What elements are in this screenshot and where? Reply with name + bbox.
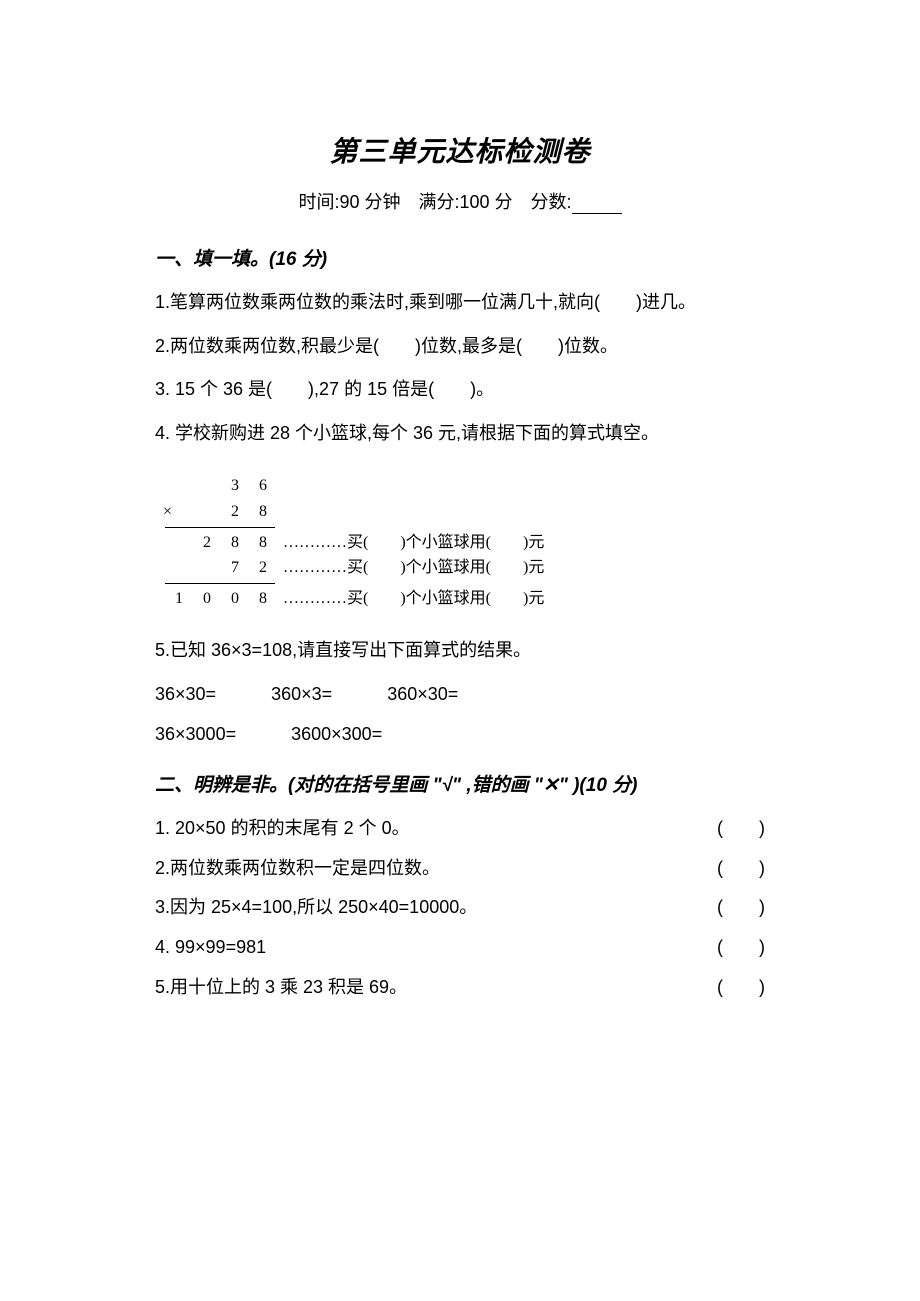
calc-multiplicand: 3 6	[165, 473, 275, 499]
section-1-header: 一、填一填。(16 分)	[155, 244, 765, 271]
calc-row-1: 3 6	[165, 473, 765, 499]
equation-row-2: 36×3000= 3600×300=	[155, 715, 765, 755]
tf-paren-1: ( )	[665, 809, 765, 849]
eq-4: 36×3000=	[155, 715, 236, 755]
question-4: 4. 学校新购进 28 个小篮球,每个 36 元,请根据下面的算式填空。	[155, 414, 765, 454]
tf-text-4: 4. 99×99=981	[155, 928, 665, 968]
calc-row-4: 7 2 …………买( )个小篮球用( )元	[165, 555, 765, 581]
question-1: 1.笔算两位数乘两位数的乘法时,乘到哪一位满几十,就向( )进几。	[155, 283, 765, 323]
eq-5: 3600×300=	[291, 715, 382, 755]
tf-paren-5: ( )	[665, 968, 765, 1008]
section-2-header: 二、明辨是非。(对的在括号里画 "√" ,错的画 "✕" )(10 分)	[155, 770, 765, 797]
tf-item-2: 2.两位数乘两位数积一定是四位数。 ( )	[155, 849, 765, 889]
tf-text-2: 2.两位数乘两位数积一定是四位数。	[155, 849, 665, 889]
subtitle-text: 时间:90 分钟 满分:100 分 分数:	[298, 192, 571, 212]
eq-3: 360×30=	[387, 675, 458, 715]
calc-line-1	[165, 527, 275, 528]
question-3: 3. 15 个 36 是( ),27 的 15 倍是( )。	[155, 370, 765, 410]
calc-desc-1: …………买( )个小篮球用( )元	[283, 530, 544, 556]
equation-row-1: 36×30= 360×3= 360×30=	[155, 675, 765, 715]
calc-partial-1: 2 8 8	[165, 530, 275, 556]
tf-text-5: 5.用十位上的 3 乘 23 积是 69。	[155, 968, 665, 1008]
tf-paren-4: ( )	[665, 928, 765, 968]
tf-paren-3: ( )	[665, 888, 765, 928]
eq-1: 36×30=	[155, 675, 216, 715]
calc-row-5: 1 0 0 8 …………买( )个小篮球用( )元	[165, 586, 765, 612]
calc-line-2	[165, 583, 275, 584]
tf-text-1: 1. 20×50 的积的末尾有 2 个 0。	[155, 809, 665, 849]
tf-text-3: 3.因为 25×4=100,所以 250×40=10000。	[155, 888, 665, 928]
calc-row-2: × 2 8	[165, 499, 765, 525]
question-2: 2.两位数乘两位数,积最少是( )位数,最多是( )位数。	[155, 327, 765, 367]
tf-item-1: 1. 20×50 的积的末尾有 2 个 0。 ( )	[155, 809, 765, 849]
calc-row-3: 2 8 8 …………买( )个小篮球用( )元	[165, 530, 765, 556]
multiplication-work: 3 6 × 2 8 2 8 8 …………买( )个小篮球用( )元 7 2 ………	[165, 473, 765, 611]
tf-item-3: 3.因为 25×4=100,所以 250×40=10000。 ( )	[155, 888, 765, 928]
calc-partial-2: 7 2	[165, 555, 275, 581]
score-blank	[572, 213, 622, 214]
calc-desc-3: …………买( )个小篮球用( )元	[283, 586, 544, 612]
document-subtitle: 时间:90 分钟 满分:100 分 分数:	[155, 188, 765, 214]
question-5: 5.已知 36×3=108,请直接写出下面算式的结果。	[155, 631, 765, 671]
eq-2: 360×3=	[271, 675, 332, 715]
document-title: 第三单元达标检测卷	[155, 130, 765, 170]
tf-item-5: 5.用十位上的 3 乘 23 积是 69。 ( )	[155, 968, 765, 1008]
tf-item-4: 4. 99×99=981 ( )	[155, 928, 765, 968]
times-symbol: ×	[163, 499, 172, 525]
calc-desc-2: …………买( )个小篮球用( )元	[283, 555, 544, 581]
calc-multiplier: 2 8	[165, 499, 275, 525]
tf-paren-2: ( )	[665, 849, 765, 889]
calc-product: 1 0 0 8	[165, 586, 275, 612]
